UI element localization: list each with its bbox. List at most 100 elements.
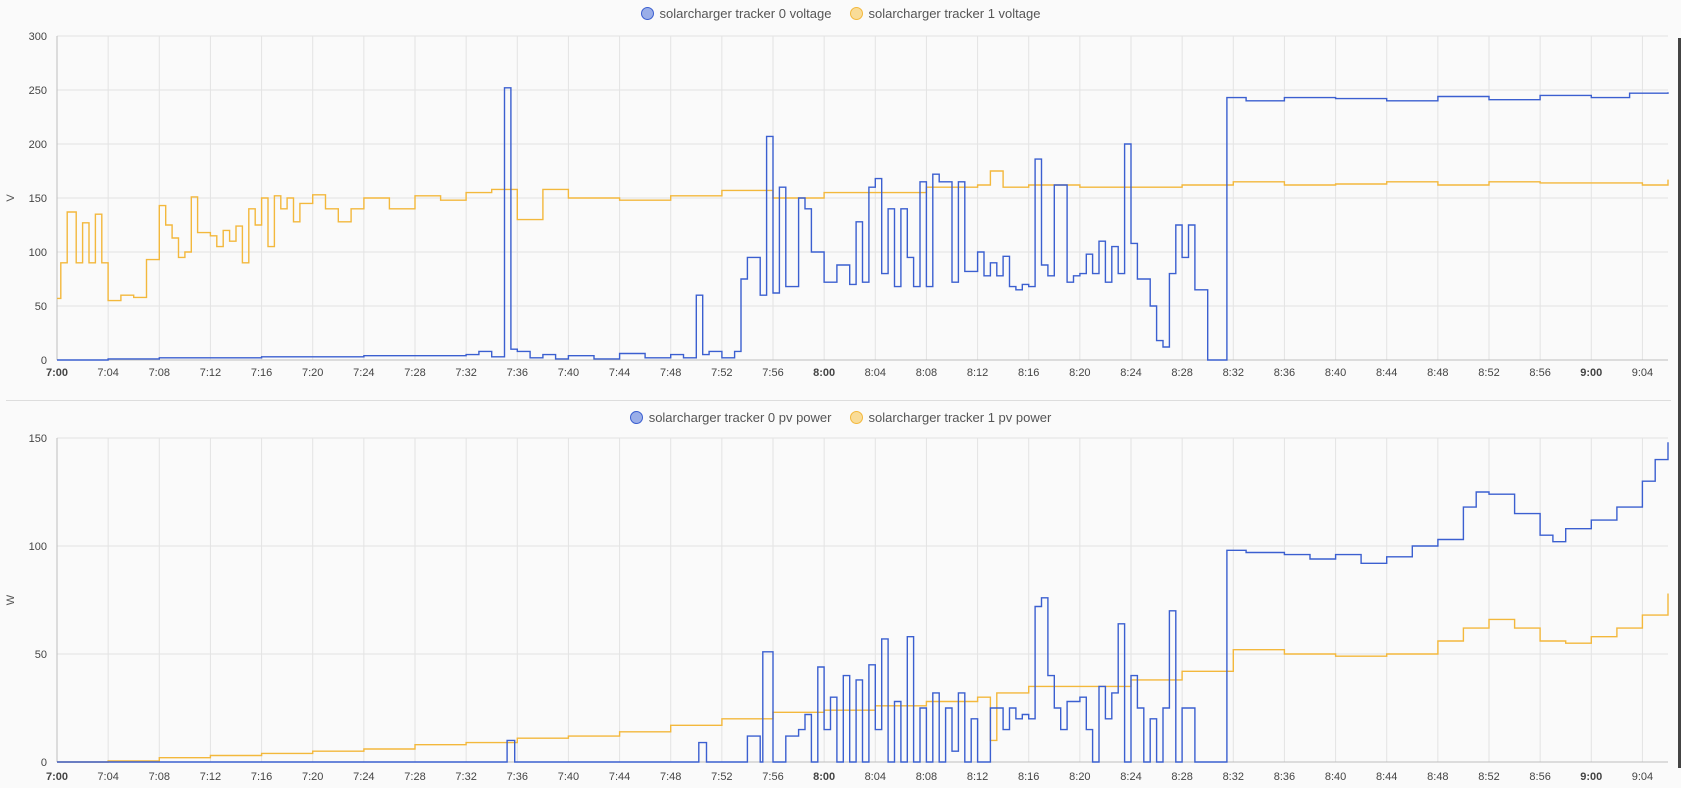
x-tick-label: 7:08 (149, 367, 170, 379)
x-tick-label: 8:44 (1376, 771, 1397, 783)
x-tick-label: 8:28 (1171, 771, 1192, 783)
x-tick-label: 9:04 (1632, 771, 1653, 783)
x-tick-label: 7:44 (609, 771, 630, 783)
x-tick-label: 7:00 (46, 367, 68, 379)
x-tick-label: 8:44 (1376, 367, 1397, 379)
legend-item-tracker-1-voltage[interactable]: solarcharger tracker 1 voltage (849, 6, 1041, 21)
y-tick-label: 0 (41, 355, 47, 367)
x-tick-label: 7:56 (762, 771, 783, 783)
legend-label: solarcharger tracker 0 pv power (648, 410, 832, 425)
legend-item-tracker-1-pv-power[interactable]: solarcharger tracker 1 pv power (849, 410, 1052, 425)
x-tick-label: 7:24 (353, 771, 374, 783)
x-tick-label: 9:04 (1632, 367, 1653, 379)
x-tick-label: 7:52 (711, 771, 732, 783)
legend-label: solarcharger tracker 1 voltage (868, 6, 1041, 21)
y-tick-label: 150 (29, 193, 47, 205)
series-line-0[interactable] (57, 442, 1669, 763)
x-tick-label: 7:24 (353, 367, 374, 379)
y-tick-label: 50 (35, 301, 47, 313)
series-1-swatch-icon (849, 7, 863, 20)
x-tick-label: 7:36 (507, 771, 528, 783)
x-tick-label: 7:04 (97, 771, 118, 783)
x-tick-label: 8:56 (1529, 367, 1550, 379)
x-tick-label: 8:36 (1274, 771, 1295, 783)
x-tick-label: 8:20 (1069, 367, 1090, 379)
x-tick-label: 7:20 (302, 367, 323, 379)
x-tick-label: 7:44 (609, 367, 630, 379)
y-tick-label: 300 (29, 31, 47, 43)
y-tick-label: 150 (29, 433, 47, 445)
x-tick-label: 8:48 (1427, 367, 1448, 379)
x-tick-label: 7:12 (200, 771, 221, 783)
x-tick-label: 8:04 (865, 367, 886, 379)
series-line-0[interactable] (57, 87, 1669, 361)
y-tick-label: 250 (29, 85, 47, 97)
x-tick-label: 7:48 (660, 367, 681, 379)
x-tick-label: 8:04 (865, 771, 886, 783)
y-axis-label: V (5, 194, 17, 202)
x-tick-label: 7:40 (558, 771, 579, 783)
x-tick-label: 8:52 (1478, 367, 1499, 379)
y-tick-label: 100 (29, 247, 47, 259)
series-1-swatch-icon (849, 411, 863, 424)
x-tick-label: 8:52 (1478, 771, 1499, 783)
x-tick-label: 7:40 (558, 367, 579, 379)
y-axis-label: W (5, 594, 17, 605)
x-tick-label: 8:56 (1529, 771, 1550, 783)
x-tick-label: 7:20 (302, 771, 323, 783)
x-tick-label: 8:08 (916, 367, 937, 379)
x-tick-label: 9:00 (1580, 367, 1602, 379)
x-tick-label: 7:08 (149, 771, 170, 783)
series-line-1[interactable] (57, 170, 1669, 302)
legend-label: solarcharger tracker 0 voltage (659, 6, 832, 21)
x-tick-label: 9:00 (1580, 771, 1602, 783)
x-tick-label: 7:32 (455, 771, 476, 783)
x-tick-label: 8:40 (1325, 367, 1346, 379)
y-tick-label: 200 (29, 139, 47, 151)
grid (56, 35, 1668, 361)
x-tick-label: 8:32 (1223, 367, 1244, 379)
x-tick-label: 7:00 (46, 771, 68, 783)
legend-item-tracker-0-pv-power[interactable]: solarcharger tracker 0 pv power (629, 410, 832, 425)
x-tick-label: 8:36 (1274, 367, 1295, 379)
x-tick-label: 8:24 (1120, 367, 1141, 379)
x-tick-label: 7:28 (404, 367, 425, 379)
x-tick-label: 7:32 (455, 367, 476, 379)
x-tick-label: 8:32 (1223, 771, 1244, 783)
x-tick-label: 8:28 (1171, 367, 1192, 379)
x-tick-label: 8:20 (1069, 771, 1090, 783)
x-tick-label: 8:48 (1427, 771, 1448, 783)
x-tick-label: 8:16 (1018, 367, 1039, 379)
x-tick-label: 7:12 (200, 367, 221, 379)
legend-label: solarcharger tracker 1 pv power (868, 410, 1052, 425)
x-tick-label: 8:16 (1018, 771, 1039, 783)
x-tick-label: 8:08 (916, 771, 937, 783)
x-tick-label: 8:12 (967, 771, 988, 783)
x-tick-label: 7:28 (404, 771, 425, 783)
x-tick-label: 7:16 (251, 771, 272, 783)
y-tick-label: 0 (41, 757, 47, 769)
y-tick-label: 50 (35, 649, 47, 661)
x-tick-label: 7:52 (711, 367, 732, 379)
chart-divider (6, 400, 1671, 401)
x-tick-label: 8:00 (813, 771, 835, 783)
x-tick-label: 7:04 (97, 367, 118, 379)
x-tick-label: 7:36 (507, 367, 528, 379)
vertical-scrollbar[interactable] (1678, 38, 1681, 768)
pv-power-chart: 7:00 7:04 7:08 7:12 7:16 7:20 7:24 7:28 7:32 7:36… (5, 433, 1669, 783)
x-tick-label: 7:56 (762, 367, 783, 379)
x-tick-label: 8:12 (967, 367, 988, 379)
voltage-chart: 7:00 7:04 7:08 7:12 7:16 7:20 7:24 7:28 7:32 7:36… (5, 31, 1669, 379)
x-tick-label: 8:40 (1325, 771, 1346, 783)
x-tick-label: 7:48 (660, 771, 681, 783)
chart-legend-power: solarcharger tracker 0 pv power solarcha… (0, 410, 1681, 425)
x-tick-label: 8:00 (813, 367, 835, 379)
x-tick-label: 7:16 (251, 367, 272, 379)
series-0-swatch-icon (629, 411, 643, 424)
y-tick-label: 100 (29, 541, 47, 553)
chart-legend-voltage: solarcharger tracker 0 voltage solarchar… (0, 6, 1681, 21)
legend-item-tracker-0-voltage[interactable]: solarcharger tracker 0 voltage (640, 6, 832, 21)
series-0-swatch-icon (640, 7, 654, 20)
x-tick-label: 8:24 (1120, 771, 1141, 783)
